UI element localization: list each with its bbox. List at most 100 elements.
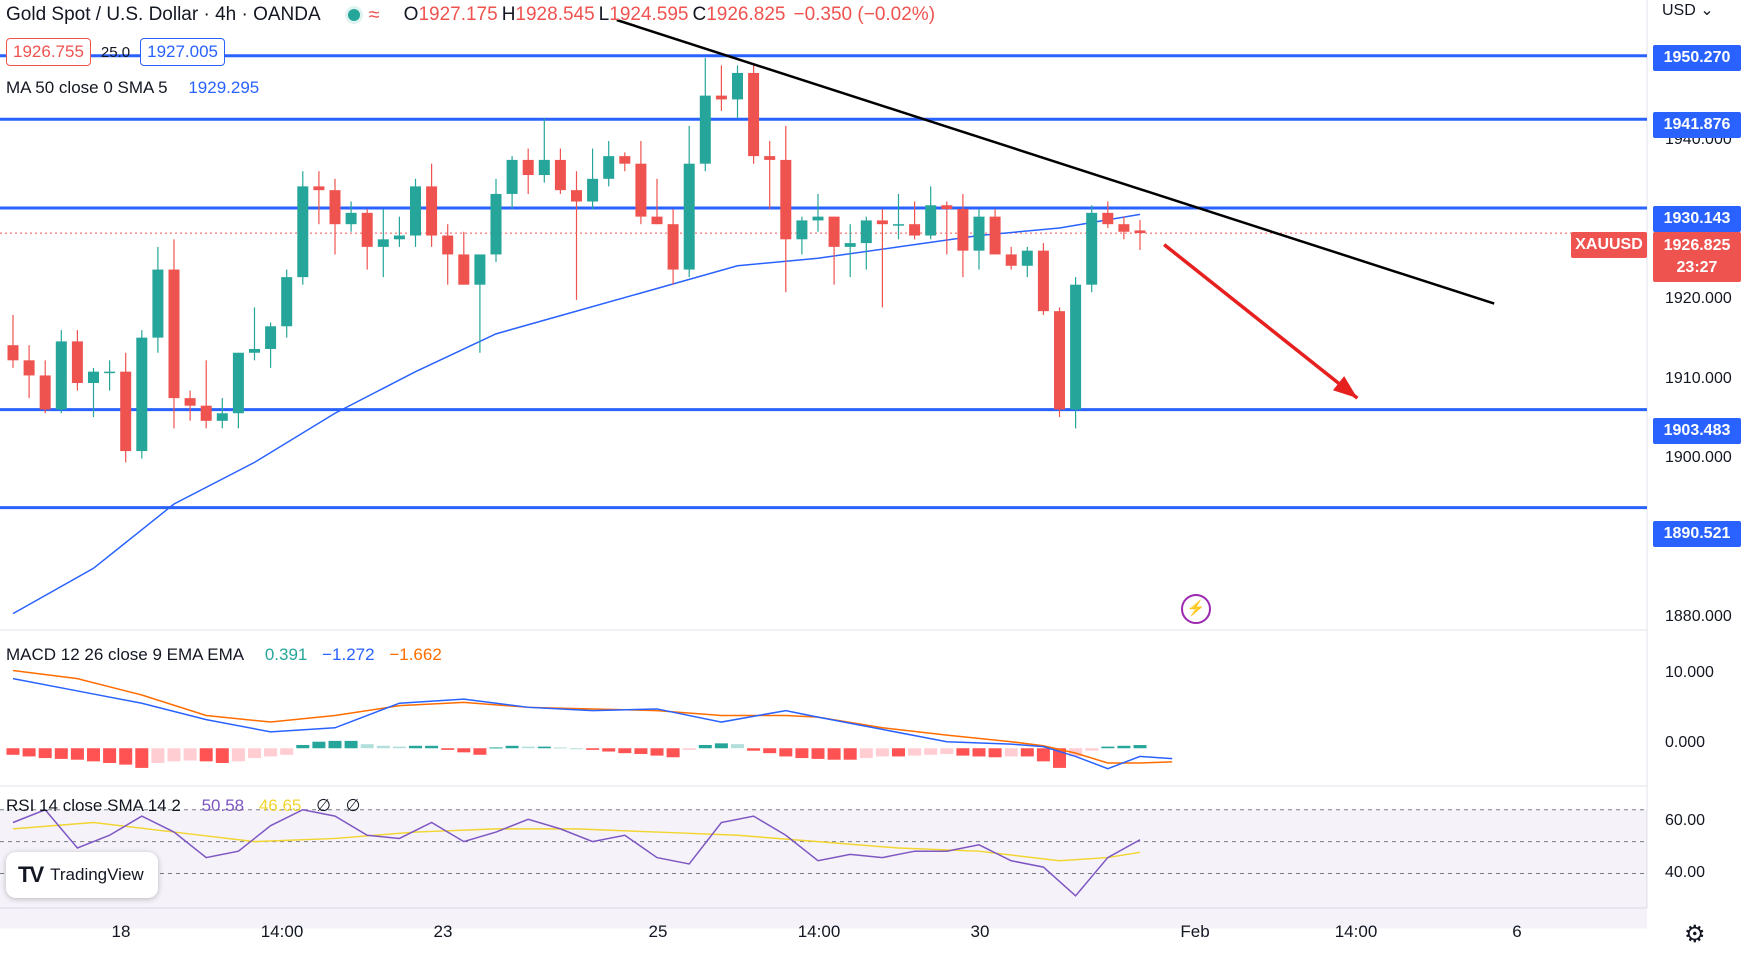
current-price-label: 1926.825 23:27 [1653,232,1741,282]
macd-histogram-bar [892,748,905,757]
candle-body [651,216,663,225]
time-tick: Feb [1180,922,1210,941]
candle-body [1134,230,1146,234]
candle-body [957,209,969,251]
macd-histogram-bar [328,740,342,749]
candle-body [23,360,35,376]
macd-histogram-bar [344,740,358,749]
level-label[interactable]: 1930.143 [1653,206,1741,232]
macd-histogram-bar [135,748,149,768]
macd-histogram-bar [1085,748,1099,751]
candle-body [7,345,19,361]
macd-histogram-bar [1020,748,1034,757]
trend-line [616,18,1495,305]
macd-histogram-bar [151,748,165,763]
candle-body [55,341,67,410]
currency-selector[interactable]: USD ⌄ [1662,0,1714,20]
macd-histogram-bar [537,746,551,749]
macd-histogram-bar [988,748,1002,758]
macd-histogram-bar [747,748,761,751]
macd-histogram-bar [924,748,938,755]
tradingview-badge[interactable]: TV TradingView [6,852,158,898]
time-tick: 14:00 [797,922,841,941]
candle-body [683,163,695,270]
macd-histogram-bar [940,748,954,754]
level-label[interactable]: 1890.521 [1653,521,1741,547]
close-label: C [692,4,707,25]
symbol-header: Gold Spot / U.S. Dollar · 4h · OANDA ≈ O… [6,2,935,28]
level-label[interactable]: 1941.876 [1653,112,1741,138]
candle-body [667,224,679,270]
candle-body [458,254,470,285]
candle-body [732,72,743,100]
candle-body [1070,284,1082,410]
rsi-legend[interactable]: RSI 14 close SMA 14 2 50.58 46.65 ∅ ∅ [6,796,360,816]
lightning-icon[interactable]: ⚡ [1181,594,1211,624]
candle-body [780,159,792,240]
candle-body [249,348,260,353]
candle-body [104,371,116,374]
macd-histogram-bar [473,748,487,755]
macd-histogram-bar [296,744,310,749]
candle-body [587,178,599,202]
macd-histogram-bar [682,748,696,750]
time-tick: 30 [970,922,990,941]
candle-body [71,341,83,383]
candle-body [152,269,164,338]
macd-histogram-bar [763,748,777,754]
symbol-title[interactable]: Gold Spot / U.S. Dollar · 4h · OANDA [6,4,321,25]
price-tick: 1900.000 [1665,449,1732,466]
candle-body [893,224,904,226]
open-label: O [403,4,419,25]
candle-body [361,212,373,247]
macd-hist-value: 0.391 [264,645,308,664]
macd-legend-name: MACD 12 26 close 9 EMA EMA [6,645,245,664]
rsi-band [0,809,1647,929]
rsi-value: 50.58 [201,796,245,815]
sell-button[interactable]: 1926.755 [6,38,91,66]
macd-histogram-bar [248,748,261,759]
level-label[interactable]: 1950.270 [1653,45,1741,71]
macd-signal-value: −1.662 [389,645,442,664]
candle-body [1037,250,1049,312]
low-label: L [598,4,610,25]
macd-histogram-bar [441,748,455,750]
candle-body [120,371,132,452]
wave-icon[interactable]: ≈ [368,3,380,26]
candle-body [313,186,325,191]
candle-body [377,239,389,247]
macd-histogram-bar [38,748,52,759]
candle-body [200,405,212,421]
macd-histogram-bar [425,745,439,749]
macd-legend[interactable]: MACD 12 26 close 9 EMA EMA 0.391 −1.272 … [6,645,442,665]
macd-histogram-bar [634,748,648,754]
macd-tick: 0.000 [1665,734,1706,751]
macd-histogram-bar [280,748,294,755]
macd-histogram-bar [231,748,245,762]
candle-body [571,190,582,202]
macd-histogram-bar [70,748,84,760]
candle-body [828,216,840,247]
candle-body [506,159,518,194]
macd-histogram-bar [795,748,809,759]
candle-body [136,337,148,452]
candle-body [426,186,438,236]
candle-body [876,220,888,225]
bar-countdown: 23:27 [1676,259,1718,276]
candle-body [1054,311,1065,410]
macd-histogram-bar [859,748,873,759]
rsi-extra-2: ∅ [345,796,361,815]
macd-line [12,677,1173,770]
candle-body [39,375,51,410]
macd-histogram-bar [1069,748,1083,757]
gear-icon[interactable]: ⚙ [1684,921,1706,948]
ma-legend[interactable]: MA 50 close 0 SMA 5 1929.295 [6,78,259,98]
macd-histogram-bar [457,748,471,753]
buy-button[interactable]: 1927.005 [140,38,226,66]
level-label[interactable]: 1903.483 [1653,418,1741,444]
candle-body [554,159,566,191]
macd-histogram-bar [167,748,181,762]
candle-body [748,72,760,157]
